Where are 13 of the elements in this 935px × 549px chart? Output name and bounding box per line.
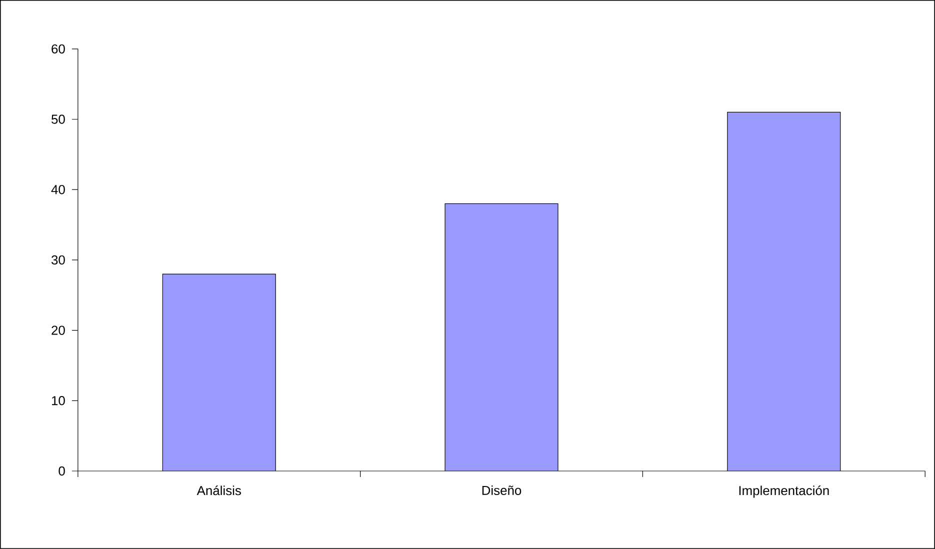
y-tick-label: 60 (52, 44, 65, 54)
bar (445, 204, 558, 472)
y-tick-label: 30 (52, 255, 65, 265)
x-tick-label: Implementación (739, 486, 829, 498)
x-tick-label: Diseño (482, 486, 522, 496)
bar (727, 112, 841, 472)
y-tick-label: 0 (58, 466, 65, 476)
y-tick-label: 10 (52, 396, 65, 406)
y-tick-label: 50 (52, 114, 65, 124)
y-tick-label: 40 (51, 185, 65, 194)
x-tick-label: Análisis (196, 486, 241, 496)
y-tick-label: 20 (52, 326, 65, 335)
bar (162, 274, 276, 472)
